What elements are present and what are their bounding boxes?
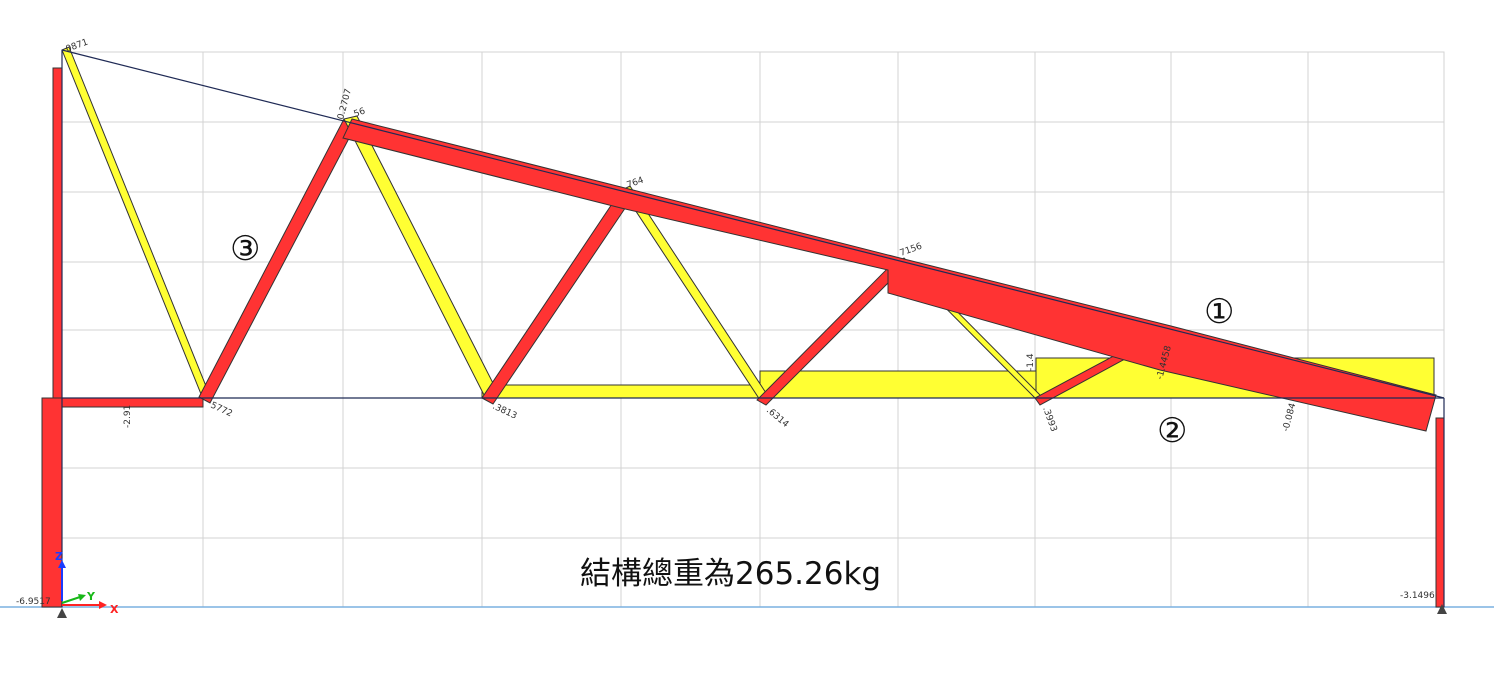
member-label: -2.91 xyxy=(123,405,133,428)
member-label: 56 xyxy=(353,106,367,119)
left-column-upper xyxy=(52,67,63,399)
member-markers: ① ② ③ xyxy=(230,229,1234,451)
right-column xyxy=(1435,417,1445,608)
member-label: -0.084 xyxy=(1281,402,1298,433)
marker-1: ① xyxy=(1204,292,1234,332)
member-label: 764 xyxy=(626,175,646,190)
member-label: 7156 xyxy=(899,241,924,258)
member-label: 5772 xyxy=(209,401,234,420)
axis-y-label: Y xyxy=(86,590,96,603)
member-centerlines xyxy=(61,49,1445,607)
right-support-icon xyxy=(1437,604,1447,614)
member-label: .6314 xyxy=(764,406,790,430)
member-label: -3.1496 xyxy=(1400,591,1435,601)
left-column-lower xyxy=(41,397,63,608)
marker-2: ② xyxy=(1157,411,1187,451)
web-member-2 xyxy=(198,118,357,404)
bottom-chord-band-2 xyxy=(481,384,761,399)
total-weight-caption: 結構總重為265.26kg xyxy=(580,556,882,592)
background-grid xyxy=(61,51,1445,608)
member-label: -6.9517 xyxy=(16,597,51,607)
top-chord-band xyxy=(342,118,1437,432)
left-support-icon xyxy=(57,608,67,618)
web-member-4 xyxy=(481,191,633,405)
axis-triad-icon: Z Y X xyxy=(55,550,119,616)
support-symbols xyxy=(57,604,1447,618)
bottom-chord-band-3 xyxy=(759,370,1037,399)
member-label: 0.2707 xyxy=(336,88,354,121)
axis-x-label: X xyxy=(110,603,119,616)
supports xyxy=(41,67,1445,608)
axis-z-label: Z xyxy=(55,550,63,563)
member-label: .3993 xyxy=(1040,406,1058,434)
marker-3: ③ xyxy=(230,229,260,269)
member-label: -1.4 xyxy=(1026,353,1036,371)
web-member-1 xyxy=(61,46,211,400)
member-label: .3813 xyxy=(491,402,519,422)
